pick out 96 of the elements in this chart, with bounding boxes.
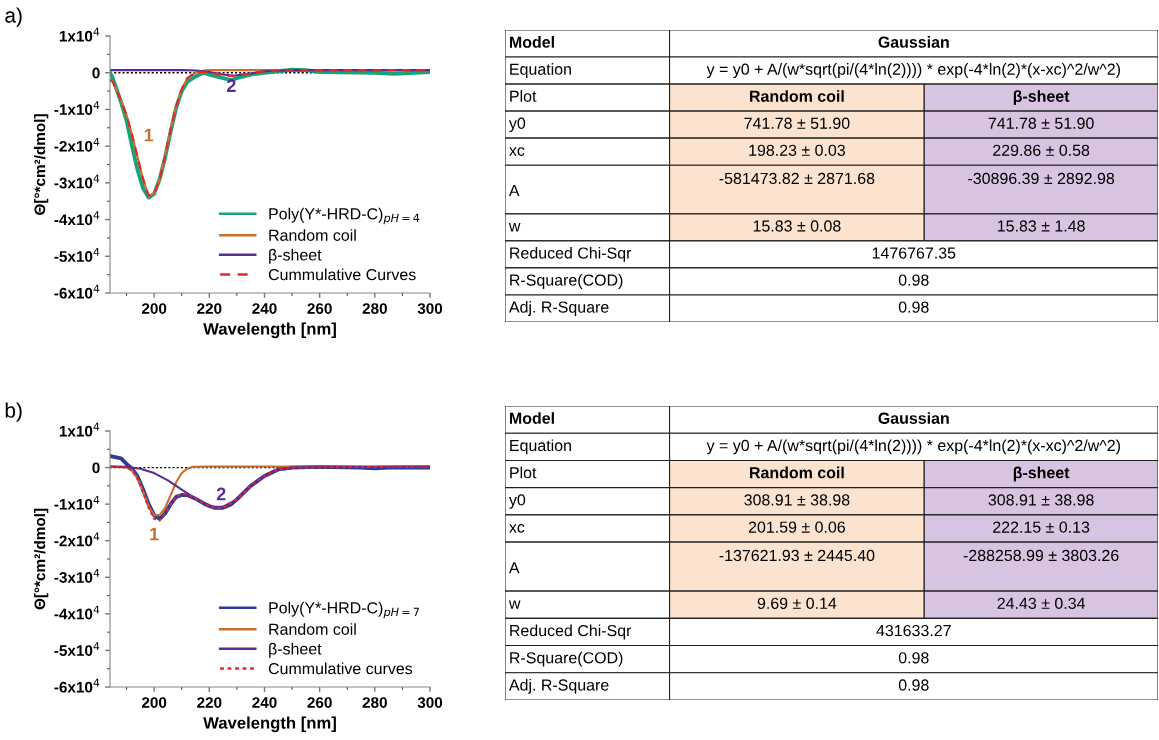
text: y = y0 + A/(w*sqrt(pi/(4*ln(2)))) * exp(-4*ln(2)*(x-xc)^2/w^2)	[706, 63, 1120, 78]
text: 198.23 ± 0.03	[749, 144, 845, 156]
text: Random coil	[750, 466, 844, 479]
text: -288258.99 ± 3803.26	[963, 549, 1119, 562]
x-tick-label: 220	[197, 697, 222, 708]
x-tick-label: 240	[252, 303, 277, 314]
x-tick-label: 280	[362, 303, 387, 314]
text: 201.59 ± 0.06	[748, 521, 845, 533]
y-axis-title: Θ[°*cm²/dmol]	[34, 114, 49, 215]
text: y0	[508, 117, 526, 133]
legend-label: Cummulative curves	[268, 662, 413, 675]
text: 0.98	[898, 301, 929, 313]
x-tick-label: 260	[307, 697, 332, 708]
text: y = y0 + A/(w*sqrt(pi/(4*ln(2)))) * exp(-4*ln(2)*(x-xc)^2/w^2)	[706, 439, 1120, 455]
text: Gaussian	[878, 36, 949, 48]
text: Reduced Chi-Sqr	[510, 246, 632, 262]
text: 9.69 ± 0.14	[757, 597, 837, 610]
text: 24.43 ± 0.34	[997, 597, 1085, 610]
text: 431633.27	[876, 624, 951, 637]
text: Gaussian	[878, 412, 949, 424]
y-tick-label: 0	[92, 462, 100, 474]
y-tick-label: -3x10$^{4}$	[54, 174, 100, 189]
legend-label: Cummulative Curves	[268, 268, 416, 281]
text: -581473.82 ± 2871.68	[719, 172, 875, 185]
x-tick-label: 280	[362, 697, 387, 708]
y-axis-title: Θ[°*cm²/dmol]	[34, 508, 49, 610]
text: 308.91 ± 38.98	[744, 494, 850, 506]
text: 15.83 ± 1.48	[997, 220, 1085, 232]
text: Equation	[510, 439, 571, 455]
text: Reduced Chi-Sqr	[510, 624, 632, 640]
y-tick-label: -5x10$^{4}$	[54, 248, 100, 262]
y-tick-label: -2x10$^{4}$	[54, 137, 100, 152]
text: 0.98	[898, 652, 929, 664]
y-tick-label: -2x10$^{4}$	[54, 532, 100, 547]
text: Plot	[510, 466, 537, 479]
text: β-sheet	[1013, 466, 1070, 482]
y-tick-label: -6x10$^{4}$	[54, 284, 100, 299]
y-tick-label: -4x10$^{4}$	[54, 605, 100, 620]
text: -137621.93 ± 2445.40	[719, 549, 875, 562]
text: w	[508, 600, 521, 609]
legend-label: β-sheet	[269, 248, 322, 264]
y-tick-label: 1x10$^{4}$	[59, 27, 100, 42]
x-axis-title: Wavelength [nm]	[203, 716, 336, 733]
text: Model	[509, 412, 554, 424]
text: Random coil	[750, 90, 844, 102]
annotation: 2	[216, 487, 226, 501]
annotation: 1	[144, 128, 154, 142]
y-tick-label: -1x10$^{4}$	[54, 101, 100, 116]
text: 0.98	[898, 679, 929, 691]
x-tick-label: 200	[141, 303, 167, 314]
text: 15.83 ± 0.08	[753, 220, 841, 232]
legend-label: Poly(Y*-HRD-C)$_{pH=4}$	[269, 207, 420, 225]
legend-label: Random coil	[269, 623, 356, 635]
annotation: 2	[226, 79, 236, 92]
chart-title: b)	[5, 402, 22, 422]
x-tick-label: 300	[417, 303, 443, 314]
text: 1476767.35	[872, 247, 956, 259]
text: 308.91 ± 38.98	[988, 494, 1094, 506]
legend-label: Random coil	[269, 229, 356, 241]
text: 741.78 ± 51.90	[744, 117, 850, 129]
text: A	[508, 562, 520, 574]
text: Adj. R-Square	[508, 301, 609, 316]
text: Plot	[510, 90, 537, 102]
text: y0	[508, 494, 526, 509]
x-tick-label: 220	[197, 303, 222, 314]
text: w	[508, 223, 521, 232]
y-tick-label: -5x10$^{4}$	[54, 642, 100, 657]
legend-label: β-sheet	[269, 642, 322, 658]
text: xc	[509, 147, 525, 156]
legend-label: Poly(Y*-HRD-C)$_{pH=7}$	[269, 601, 419, 619]
annotation: 1	[150, 527, 159, 541]
text: Equation	[510, 63, 571, 78]
text: 229.86 ± 0.58	[993, 144, 1090, 156]
x-tick-label: 200	[141, 697, 167, 708]
text: R-Square(COD)	[510, 274, 623, 289]
y-tick-label: -1x10$^{4}$	[54, 495, 100, 510]
text: β-sheet	[1013, 90, 1070, 106]
text: Adj. R-Square	[508, 678, 609, 694]
x-tick-label: 300	[417, 697, 443, 708]
x-axis-title: Wavelength [nm]	[203, 322, 336, 339]
y-tick-label: -3x10$^{4}$	[54, 569, 100, 583]
text: 0.98	[898, 274, 929, 286]
text: R-Square(COD)	[510, 651, 623, 667]
text: Model	[509, 36, 554, 48]
y-tick-label: -6x10$^{4}$	[54, 678, 100, 693]
y-tick-label: 1x10$^{4}$	[59, 422, 100, 437]
text: 222.15 ± 0.13	[993, 521, 1090, 533]
text: -30896.39 ± 2892.98	[968, 172, 1115, 185]
y-tick-label: -4x10$^{4}$	[54, 211, 100, 226]
x-tick-label: 260	[307, 303, 332, 314]
text: xc	[509, 524, 525, 533]
y-tick-label: 0	[92, 67, 100, 79]
text: A	[508, 185, 520, 197]
text: 741.78 ± 51.90	[988, 117, 1094, 129]
x-tick-label: 240	[252, 697, 277, 708]
chart-title: a)	[5, 7, 22, 27]
